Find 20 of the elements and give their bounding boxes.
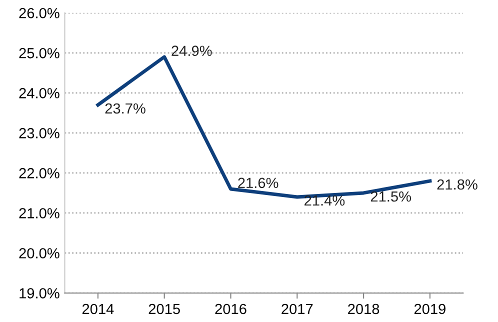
x-tick-label: 2015	[148, 304, 180, 314]
data-label: 21.8%	[437, 179, 478, 190]
x-tick-label: 2017	[282, 304, 313, 314]
data-label: 21.6%	[238, 178, 278, 188]
data-label: 24.9%	[172, 46, 212, 56]
x-tick-label: 2014	[82, 304, 114, 314]
y-tick-label: 26.0%	[19, 8, 60, 18]
y-tick-label: 21.0%	[19, 208, 60, 218]
y-tick-label: 23.0%	[19, 128, 60, 138]
y-tick-label: 22.0%	[19, 168, 60, 178]
data-label: 23.7%	[105, 103, 146, 114]
data-label: 21.4%	[304, 195, 345, 206]
x-tick-label: 2019	[414, 304, 446, 314]
y-tick-label: 25.0%	[19, 48, 60, 58]
data-label: 21.5%	[370, 191, 412, 202]
x-tick-label: 2018	[348, 304, 380, 314]
y-tick-label: 19.0%	[20, 288, 60, 298]
x-tick-label: 2016	[215, 304, 246, 314]
y-tick-label: 20.0%	[19, 248, 60, 258]
y-tick-label: 24.0%	[19, 88, 60, 98]
